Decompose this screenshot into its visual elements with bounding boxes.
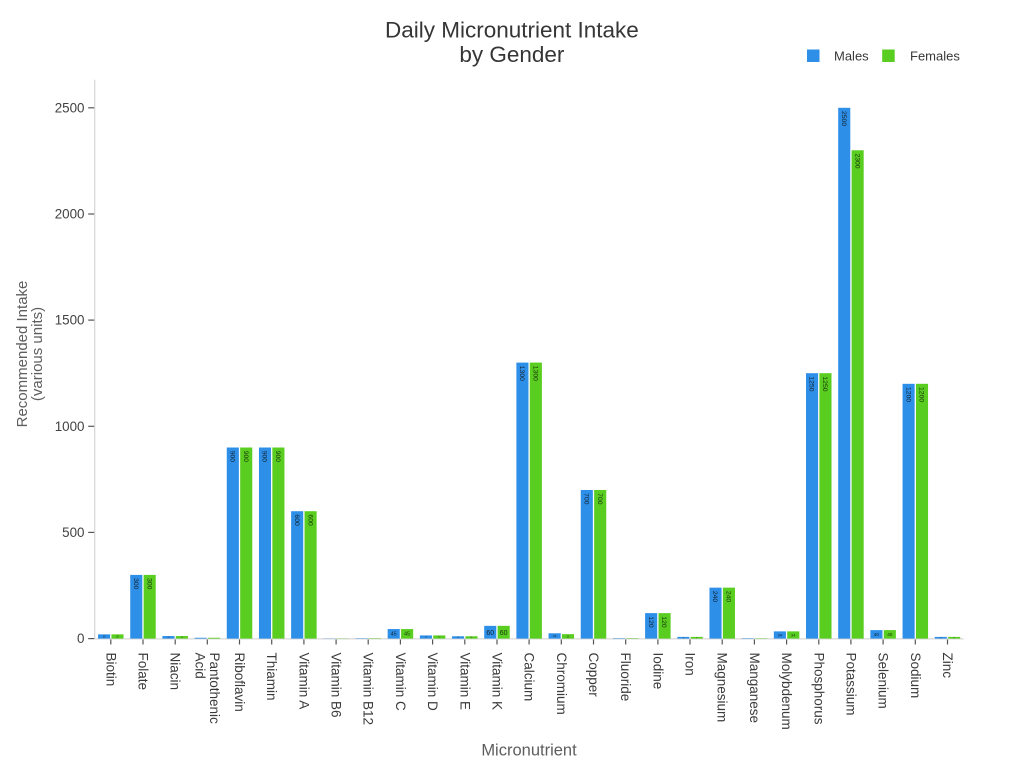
svg-text:Females: Females bbox=[910, 48, 960, 63]
svg-text:Folate: Folate bbox=[136, 653, 151, 691]
svg-text:Males: Males bbox=[834, 48, 869, 63]
svg-text:Vitamin B12: Vitamin B12 bbox=[361, 653, 376, 726]
svg-text:Thiamin: Thiamin bbox=[264, 653, 279, 701]
svg-text:Niacin: Niacin bbox=[168, 653, 183, 691]
svg-text:11: 11 bbox=[457, 637, 459, 639]
svg-text:12: 12 bbox=[181, 637, 183, 639]
svg-text:Fluoride: Fluoride bbox=[618, 653, 633, 702]
svg-text:1500: 1500 bbox=[55, 313, 85, 328]
svg-text:40: 40 bbox=[887, 632, 893, 637]
svg-text:34: 34 bbox=[791, 632, 796, 637]
svg-text:8: 8 bbox=[954, 637, 955, 639]
svg-text:2500: 2500 bbox=[55, 100, 85, 115]
svg-text:900: 900 bbox=[229, 451, 236, 463]
svg-text:0: 0 bbox=[77, 631, 84, 646]
svg-text:Copper: Copper bbox=[586, 653, 601, 698]
svg-text:Iron: Iron bbox=[683, 653, 698, 676]
svg-text:11: 11 bbox=[471, 637, 473, 639]
svg-text:2500: 2500 bbox=[840, 111, 847, 126]
svg-text:Vitamin K: Vitamin K bbox=[490, 653, 505, 711]
svg-text:1300: 1300 bbox=[532, 366, 539, 381]
svg-text:Magnesium: Magnesium bbox=[715, 653, 730, 723]
svg-text:8: 8 bbox=[696, 637, 697, 639]
svg-text:Micronutrient: Micronutrient bbox=[481, 741, 577, 759]
svg-text:60: 60 bbox=[486, 630, 494, 637]
svg-text:300: 300 bbox=[145, 578, 152, 590]
svg-text:12: 12 bbox=[167, 637, 169, 639]
svg-text:Sodium: Sodium bbox=[908, 653, 923, 699]
svg-text:700: 700 bbox=[582, 493, 589, 505]
svg-text:Daily Micronutrient Intake: Daily Micronutrient Intake bbox=[385, 18, 639, 43]
svg-text:Phosphorus: Phosphorus bbox=[811, 653, 826, 725]
svg-text:240: 240 bbox=[711, 591, 718, 603]
svg-text:by Gender: by Gender bbox=[459, 42, 565, 67]
svg-text:Riboflavin: Riboflavin bbox=[232, 653, 247, 712]
svg-text:120: 120 bbox=[660, 616, 667, 628]
svg-text:Manganese: Manganese bbox=[747, 653, 762, 724]
svg-text:Vitamin D: Vitamin D bbox=[425, 653, 440, 712]
svg-text:(various units): (various units) bbox=[29, 307, 46, 401]
svg-text:Chromium: Chromium bbox=[554, 653, 569, 715]
svg-text:Vitamin B6: Vitamin B6 bbox=[329, 653, 344, 718]
svg-text:120: 120 bbox=[647, 616, 654, 628]
svg-text:1250: 1250 bbox=[821, 376, 828, 391]
svg-text:Vitamin E: Vitamin E bbox=[457, 653, 472, 711]
svg-text:Biotin: Biotin bbox=[103, 653, 118, 687]
svg-text:15: 15 bbox=[438, 637, 440, 639]
svg-text:8: 8 bbox=[683, 637, 684, 639]
svg-text:240: 240 bbox=[725, 591, 732, 603]
svg-text:Potassium: Potassium bbox=[843, 653, 858, 716]
svg-text:2000: 2000 bbox=[55, 207, 85, 222]
svg-text:Calcium: Calcium bbox=[522, 653, 537, 702]
svg-text:2300: 2300 bbox=[853, 153, 860, 168]
svg-text:700: 700 bbox=[596, 493, 603, 505]
svg-text:900: 900 bbox=[242, 451, 249, 463]
svg-text:1200: 1200 bbox=[918, 387, 925, 402]
svg-text:1200: 1200 bbox=[904, 387, 911, 402]
svg-text:Selenium: Selenium bbox=[876, 653, 891, 709]
svg-text:1000: 1000 bbox=[55, 419, 85, 434]
svg-text:600: 600 bbox=[293, 514, 300, 526]
svg-text:45: 45 bbox=[404, 632, 410, 638]
svg-text:900: 900 bbox=[261, 451, 268, 463]
svg-text:34: 34 bbox=[778, 632, 783, 637]
svg-text:900: 900 bbox=[274, 451, 281, 463]
svg-text:25: 25 bbox=[553, 634, 557, 638]
svg-text:500: 500 bbox=[62, 525, 84, 540]
svg-text:40: 40 bbox=[874, 632, 880, 637]
svg-text:Vitamin A: Vitamin A bbox=[296, 653, 311, 710]
svg-text:45: 45 bbox=[391, 632, 397, 638]
svg-text:Iodine: Iodine bbox=[650, 653, 665, 690]
svg-text:1250: 1250 bbox=[808, 376, 815, 391]
svg-text:Zinc: Zinc bbox=[940, 653, 955, 679]
svg-text:Molybdenum: Molybdenum bbox=[779, 653, 794, 730]
svg-text:300: 300 bbox=[132, 578, 139, 590]
svg-text:8: 8 bbox=[940, 637, 941, 639]
svg-text:1300: 1300 bbox=[518, 366, 525, 381]
svg-text:60: 60 bbox=[500, 630, 508, 637]
svg-text:15: 15 bbox=[425, 637, 427, 639]
svg-text:Vitamin C: Vitamin C bbox=[393, 653, 408, 712]
svg-text:600: 600 bbox=[306, 514, 313, 526]
